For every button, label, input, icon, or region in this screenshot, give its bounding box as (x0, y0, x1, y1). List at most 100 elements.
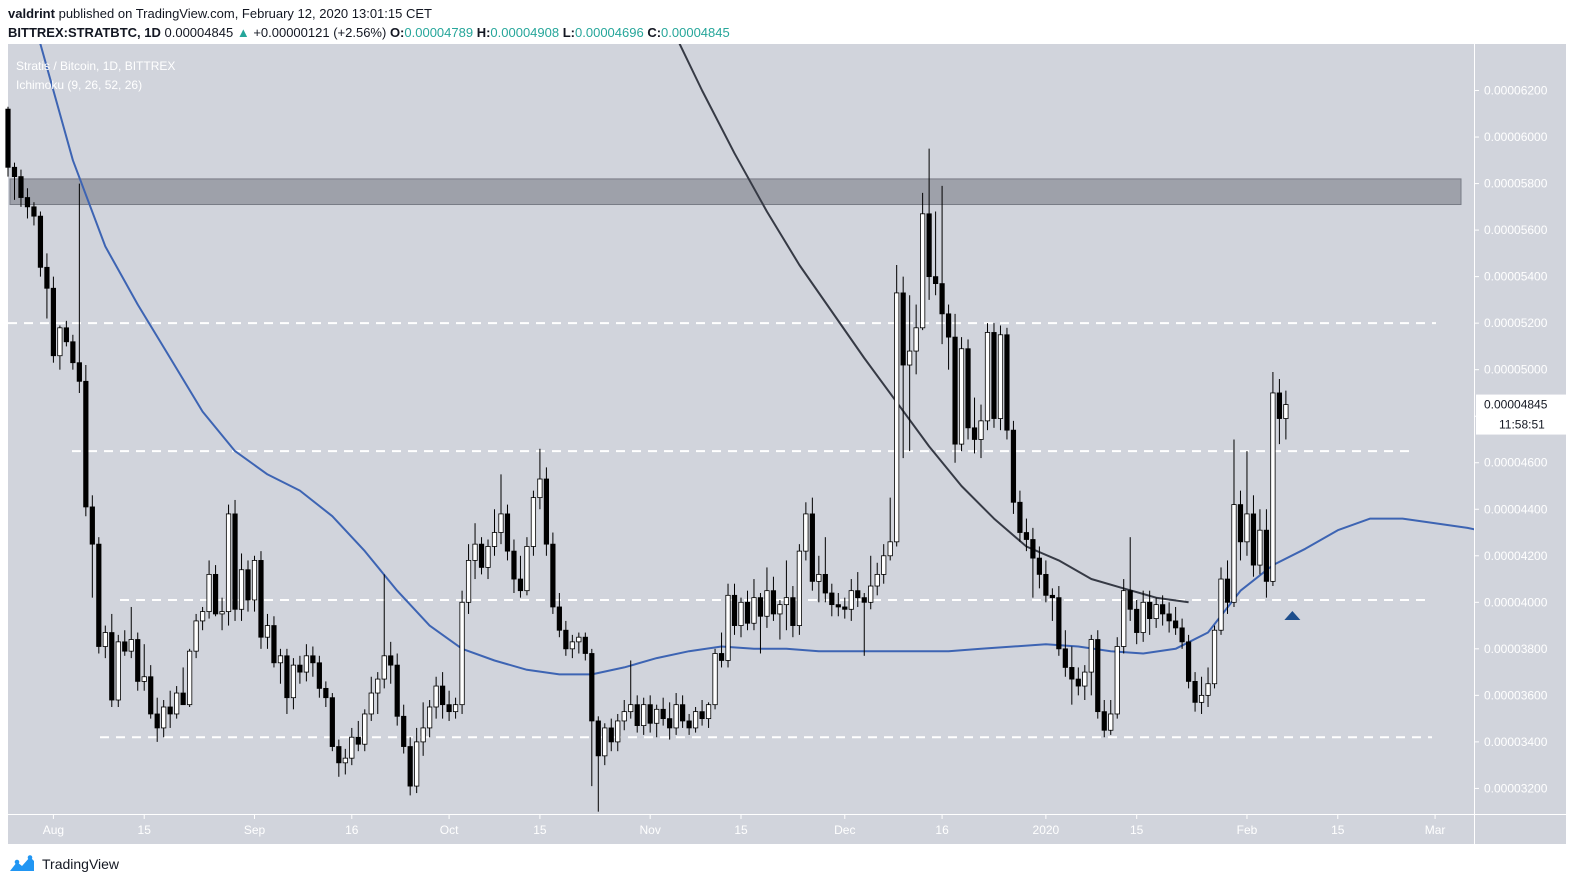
bearish-candle (355, 736, 361, 745)
bullish-candle (303, 655, 309, 673)
bullish-candle (712, 653, 718, 706)
bearish-candle (517, 578, 524, 592)
bullish-candle (290, 664, 297, 699)
bearish-candle (900, 292, 906, 366)
author-name[interactable]: valdrint (8, 6, 55, 21)
bearish-candle (563, 629, 569, 650)
price-tick-label: 0.00005000 (1484, 363, 1548, 377)
bullish-candle (200, 611, 206, 622)
bullish-candle (141, 676, 147, 682)
time-tick-label: 15 (533, 823, 547, 837)
bearish-candle (31, 206, 37, 217)
buy-signal-arrow-icon (1284, 610, 1301, 620)
bullish-candle (894, 292, 900, 543)
time-tick-label: Nov (640, 823, 661, 837)
bearish-candle (232, 513, 238, 610)
bearish-candle (297, 664, 303, 673)
bearish-candle (809, 513, 815, 582)
bullish-candle (615, 720, 621, 743)
bullish-candle (1153, 604, 1159, 619)
bullish-candle (128, 639, 134, 652)
bullish-candle (102, 632, 108, 647)
bearish-candle (1036, 557, 1042, 575)
bullish-candle (725, 594, 731, 661)
bullish-candle (193, 620, 199, 652)
price-tick-label: 0.00003400 (1484, 735, 1548, 749)
bearish-candle (401, 715, 407, 747)
price-change: +0.00000121 (+2.56%) (253, 25, 387, 40)
bullish-candle (984, 332, 991, 422)
blue-baseline-line (39, 44, 1474, 676)
time-tick-label: Sep (244, 823, 266, 837)
bearish-candle (855, 590, 861, 599)
bullish-candle (673, 704, 679, 729)
bullish-candle (498, 513, 504, 533)
bullish-candle (764, 590, 770, 617)
bullish-candle (978, 420, 984, 440)
time-tick-label: 15 (1130, 823, 1144, 837)
bearish-candle (790, 597, 796, 626)
time-axis[interactable] (8, 814, 1566, 844)
bullish-candle (472, 543, 478, 561)
bearish-candle (686, 720, 692, 729)
bearish-candle (180, 692, 186, 706)
time-tick-label: Feb (1237, 823, 1258, 837)
bearish-candle (329, 697, 335, 747)
bearish-candle (316, 662, 322, 689)
bearish-candle (407, 746, 413, 787)
time-tick-label: 2020 (1033, 823, 1060, 837)
bearish-candle (109, 632, 115, 701)
bearish-candle (440, 685, 446, 706)
bearish-candle (589, 653, 595, 722)
bearish-candle (167, 706, 173, 715)
bearish-candle (1263, 529, 1270, 582)
bearish-candle (842, 606, 848, 610)
bullish-candle (57, 327, 63, 357)
bearish-candle (744, 601, 751, 624)
price-tick-label: 0.00004600 (1484, 456, 1548, 470)
brand-name[interactable]: TradingView (42, 856, 120, 872)
bearish-candle (1004, 334, 1010, 431)
bullish-candle (362, 713, 368, 745)
bullish-candle (692, 711, 699, 729)
bullish-candle (524, 546, 530, 592)
bearish-candle (135, 639, 141, 682)
bullish-candle (1205, 683, 1211, 696)
bearish-candle (1069, 667, 1075, 680)
ohlc-bar: BITTREX:STRATBTC, 1D 0.00004845 ▲ +0.000… (8, 25, 730, 40)
bearish-candle (757, 597, 764, 617)
time-tick-label: 15 (138, 823, 152, 837)
bearish-candle (835, 604, 841, 608)
published-text: published on TradingView.com, February 1… (58, 6, 432, 21)
bullish-candle (225, 513, 232, 613)
bearish-candle (336, 746, 342, 764)
bearish-candle (504, 513, 511, 552)
bullish-candle (115, 641, 121, 701)
price-tick-label: 0.00004000 (1484, 595, 1548, 609)
bearish-candle (271, 625, 277, 664)
bearish-candle (770, 590, 777, 615)
bearish-candle (971, 427, 978, 440)
bearish-candle (310, 655, 316, 664)
time-tick-label: Mar (1425, 823, 1446, 837)
bearish-candle (731, 594, 738, 626)
bearish-candle (1185, 641, 1192, 682)
bearish-candle (446, 704, 452, 713)
bearish-candle (939, 283, 945, 315)
bullish-candle (874, 573, 880, 587)
bullish-candle (465, 560, 472, 603)
bullish-candle (1270, 392, 1276, 582)
plot-area[interactable] (8, 44, 1474, 814)
bullish-candle (1218, 578, 1224, 631)
bearish-candle (945, 313, 952, 338)
bearish-candle (1166, 613, 1172, 622)
bearish-candle (511, 550, 517, 580)
resistance-zone (9, 178, 1462, 206)
bearish-candle (44, 266, 50, 289)
price-tick-label: 0.00004400 (1484, 502, 1548, 516)
bearish-candle (699, 711, 705, 720)
bearish-candle (660, 708, 666, 720)
bullish-candle (997, 334, 1004, 419)
bullish-candle (803, 513, 809, 552)
